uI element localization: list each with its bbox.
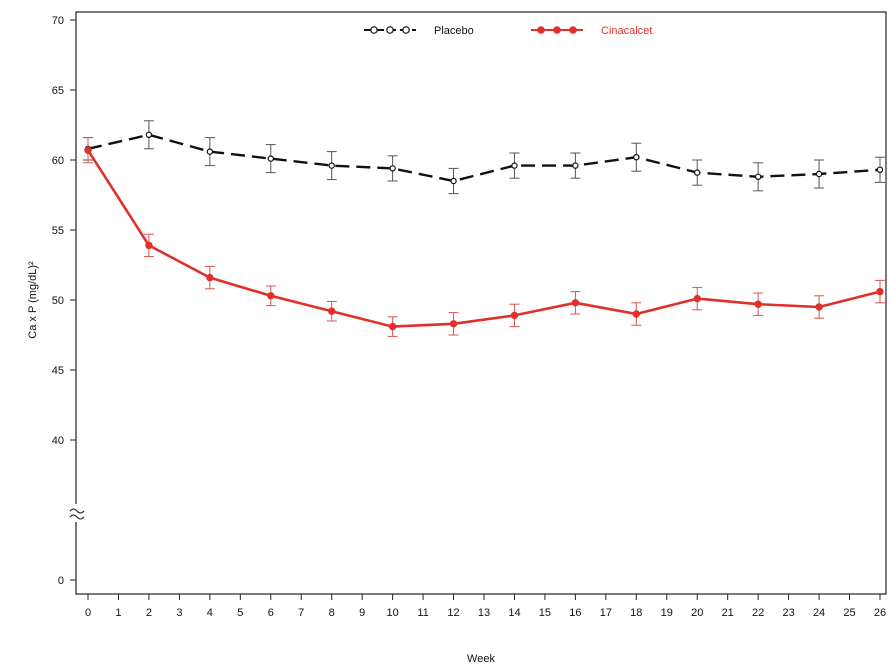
x-tick-label: 17 <box>600 607 612 619</box>
x-tick-label: 5 <box>237 607 243 619</box>
series-line <box>86 149 881 328</box>
data-point <box>389 165 396 172</box>
data-point <box>571 299 580 307</box>
plot-frame <box>75 11 887 595</box>
legend-label: Placebo <box>434 25 474 37</box>
data-point <box>510 311 519 320</box>
data-point <box>815 170 823 178</box>
data-point <box>633 153 640 161</box>
legend-item-placebo: Placebo <box>364 25 474 37</box>
data-point <box>145 131 153 138</box>
series-line <box>87 133 881 183</box>
y-tick-label: 55 <box>52 225 64 237</box>
data-point <box>754 300 762 308</box>
x-tick-label: 22 <box>752 607 764 619</box>
data-point <box>145 241 153 250</box>
y-tick-label: 40 <box>52 435 64 447</box>
y-tick-label: 60 <box>52 155 64 167</box>
x-tick-label: 24 <box>813 607 825 619</box>
data-point <box>449 320 458 328</box>
x-tick-label: 25 <box>843 607 855 619</box>
x-tick-label: 26 <box>874 607 886 619</box>
series-placebo <box>83 120 885 195</box>
y-tick-label: 50 <box>52 295 64 307</box>
x-tick-label: 9 <box>359 607 365 619</box>
x-tick-label: 15 <box>539 607 551 619</box>
x-tick-label: 8 <box>329 607 335 619</box>
legend: Placebo Cinacalcet <box>364 25 652 37</box>
data-point <box>572 162 579 169</box>
x-tick-label: 18 <box>630 607 642 619</box>
x-tick-label: 1 <box>115 607 121 619</box>
y-axis-break <box>69 504 85 522</box>
x-tick-label: 12 <box>447 607 459 619</box>
x-tick-label: 20 <box>691 607 703 619</box>
data-point <box>632 310 641 318</box>
x-tick-label: 10 <box>386 607 398 619</box>
legend-label: Cinacalcet <box>601 25 652 37</box>
x-tick-label: 14 <box>508 607 520 619</box>
x-tick-label: 2 <box>146 607 152 619</box>
data-point <box>267 292 275 300</box>
x-tick-label: 23 <box>782 607 794 619</box>
y-tick-label: 70 <box>52 15 64 27</box>
x-tick-label: 16 <box>569 607 581 619</box>
data-point <box>511 162 518 169</box>
x-tick-label: 21 <box>722 607 734 619</box>
x-tick-label: 11 <box>417 607 428 619</box>
x-tick-label: 13 <box>478 607 490 619</box>
data-point <box>693 294 701 303</box>
series-layer <box>83 120 885 337</box>
legend-item-cinacalcet: Cinacalcet <box>531 25 652 37</box>
y-tick-label: 0 <box>58 575 64 587</box>
x-tick-label: 3 <box>176 607 182 619</box>
series-cinacalcet <box>83 137 885 337</box>
y-tick-label: 65 <box>52 85 64 97</box>
data-point <box>450 177 457 185</box>
data-point <box>876 287 884 296</box>
data-point <box>267 155 274 162</box>
data-point <box>815 303 823 311</box>
y-axis: 0 40 45 50 55 60 65 70 <box>52 15 76 587</box>
x-axis: 0 1 2 3 4 5 6 7 8 9 10 11 12 13 14 15 16 17 18 19 20 21 22 23 24… <box>85 594 886 619</box>
y-tick-label: 45 <box>52 365 64 377</box>
x-tick-label: 4 <box>207 607 213 619</box>
data-point <box>328 162 335 169</box>
x-axis-label: Week <box>467 653 495 665</box>
data-point <box>876 166 884 173</box>
data-point <box>206 148 214 155</box>
x-tick-label: 19 <box>661 607 673 619</box>
data-point <box>694 169 701 176</box>
x-tick-label: 6 <box>268 607 274 619</box>
data-point <box>206 273 214 282</box>
data-point <box>327 307 336 315</box>
data-point <box>388 322 397 331</box>
data-point <box>84 146 92 154</box>
data-point <box>754 173 762 180</box>
x-tick-label: 0 <box>85 607 91 619</box>
y-axis-label: Ca x P (mg/dL)² <box>27 261 39 339</box>
x-tick-label: 7 <box>298 607 304 619</box>
